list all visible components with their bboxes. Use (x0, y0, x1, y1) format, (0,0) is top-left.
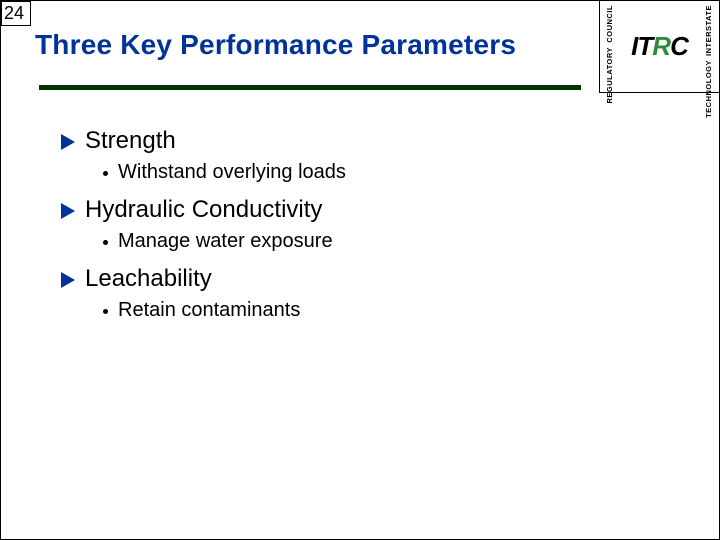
logo-letter-r: R (652, 31, 670, 62)
logo-letter-t: T (637, 31, 652, 62)
bullet-level1: Leachability (61, 265, 679, 293)
itrc-logo: COUNCIL REGULATORY ITRC INTERSTATE TECHN… (599, 1, 719, 93)
bullet-level1: Hydraulic Conductivity (61, 196, 679, 224)
title-underline (39, 85, 581, 90)
subbullet-text: Manage water exposure (118, 230, 333, 253)
logo-letter-c: C (670, 31, 688, 62)
logo-left-rail: COUNCIL REGULATORY (603, 5, 617, 88)
logo-word-interstate: INTERSTATE (705, 5, 713, 56)
logo-word-technology: TECHNOLOGY (705, 60, 713, 118)
bullet-level1: Strength (61, 127, 679, 155)
dot-bullet-icon (103, 240, 108, 245)
bullet-text: Leachability (85, 265, 212, 293)
arrow-bullet-icon (61, 272, 75, 288)
bullet-level2: Manage water exposure (103, 230, 679, 253)
content-area: Strength Withstand overlying loads Hydra… (61, 121, 679, 334)
bullet-text: Hydraulic Conductivity (85, 196, 322, 224)
logo-right-rail: INTERSTATE TECHNOLOGY (702, 5, 716, 88)
arrow-bullet-icon (61, 203, 75, 219)
dot-bullet-icon (103, 171, 108, 176)
subbullet-text: Withstand overlying loads (118, 161, 346, 184)
arrow-bullet-icon (61, 134, 75, 150)
bullet-text: Strength (85, 127, 176, 155)
bullet-level2: Retain contaminants (103, 299, 679, 322)
logo-word-council: COUNCIL (606, 5, 614, 43)
logo-word-regulatory: REGULATORY (606, 47, 614, 104)
logo-center: ITRC (620, 13, 699, 80)
dot-bullet-icon (103, 309, 108, 314)
slide-number: 24 (1, 1, 31, 26)
slide-title: Three Key Performance Parameters (35, 29, 516, 61)
bullet-level2: Withstand overlying loads (103, 161, 679, 184)
slide: 24 Three Key Performance Parameters COUN… (0, 0, 720, 540)
subbullet-text: Retain contaminants (118, 299, 300, 322)
